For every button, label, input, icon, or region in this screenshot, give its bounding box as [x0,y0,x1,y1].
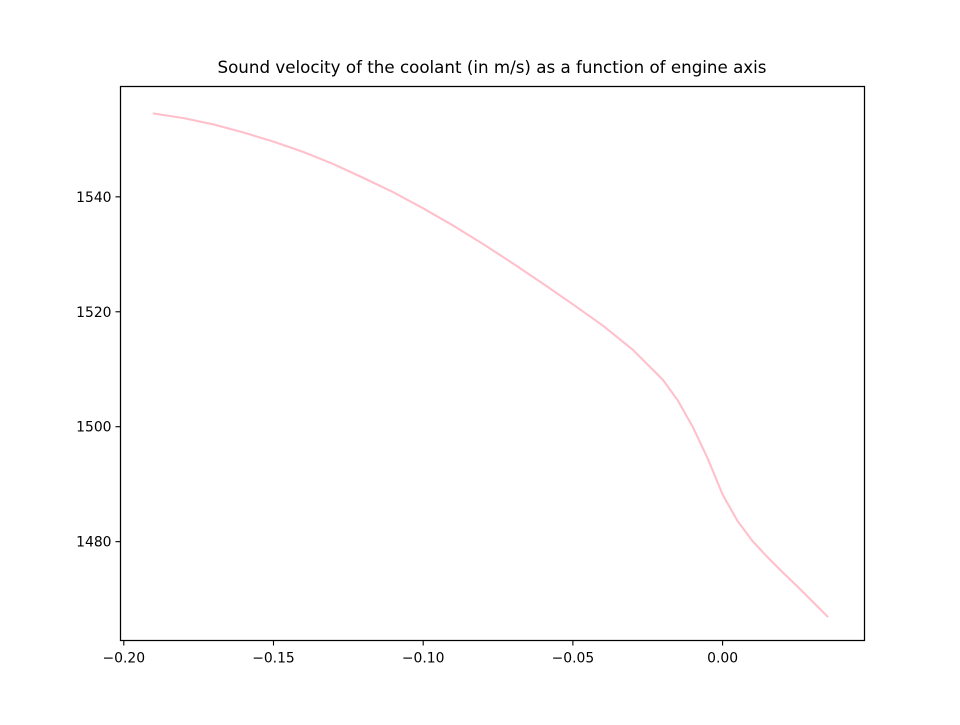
x-tick-label: −0.20 [103,651,146,667]
y-tick-label: 1520 [76,305,111,321]
plot-area [152,112,829,618]
y-tick-label: 1480 [76,535,111,551]
chart-title: Sound velocity of the coolant (in m/s) a… [217,57,766,77]
x-tick-label: −0.15 [252,651,295,667]
y-tick-label: 1500 [76,420,111,436]
axis-ticks: −0.20 −0.15 −0.10 −0.05 0.00 1480 1500 1520 1540 [76,190,738,667]
y-tick-label: 1540 [76,190,111,206]
x-tick-label: −0.05 [552,651,595,667]
x-tick-label: −0.10 [402,651,445,667]
series-line-0 [152,112,829,618]
x-tick-label: 0.00 [707,651,738,667]
axes-frame [119,85,866,642]
